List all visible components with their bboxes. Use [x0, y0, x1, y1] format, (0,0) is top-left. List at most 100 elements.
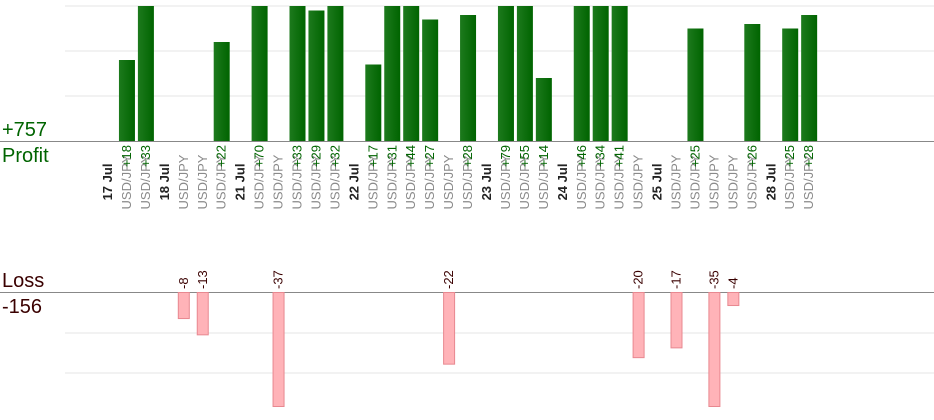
symbol-label: USD/JPY [669, 154, 684, 209]
loss-value-label: -20 [631, 270, 646, 289]
date-label: 22 Jul [346, 164, 361, 201]
profit-bar [289, 6, 306, 141]
loss-bar [670, 292, 683, 349]
profit-bar [118, 60, 135, 141]
symbol-label: USD/JPY [138, 154, 153, 209]
loss-value-label: -17 [669, 270, 684, 289]
profit-bar [308, 10, 325, 141]
symbol-label: USD/JPY [290, 154, 305, 209]
symbol-label: USD/JPY [441, 154, 456, 209]
profit-bar [327, 6, 344, 141]
symbol-label: USD/JPY [536, 154, 551, 209]
symbol-label: USD/JPY [214, 154, 229, 209]
profit-bar [687, 28, 704, 141]
profit-value-label: +25 [782, 145, 797, 167]
profit-value-label: +33 [138, 145, 153, 167]
profit-value-label: +70 [252, 145, 267, 167]
date-label: 25 Jul [650, 164, 665, 201]
profit-value-label: +79 [498, 145, 513, 167]
symbol-label: USD/JPY [195, 154, 210, 209]
symbol-label: USD/JPY [460, 154, 475, 209]
profit-bar [384, 6, 401, 141]
symbol-label: USD/JPY [517, 154, 532, 209]
symbol-label: USD/JPY [176, 154, 191, 209]
symbol-label: USD/JPY [308, 154, 323, 209]
loss-total: -156 [2, 296, 43, 318]
profit-bar [403, 6, 420, 141]
profit-value-label: +32 [327, 145, 342, 167]
profit-value-label: +22 [214, 145, 229, 167]
profit-bar [535, 78, 552, 141]
profit-bar [592, 6, 609, 141]
profit-bar [422, 19, 439, 141]
symbol-label: USD/JPY [593, 154, 608, 209]
loss-value-label: -8 [176, 277, 191, 289]
profit-bar [213, 42, 230, 141]
symbol-label: USD/JPY [365, 154, 380, 209]
loss-value-label: -35 [706, 270, 721, 289]
profit-total: +757 [2, 119, 48, 141]
profit-value-label: +31 [384, 145, 399, 167]
profit-bar [744, 24, 761, 141]
symbol-label: USD/JPY [687, 154, 702, 209]
loss-label: Loss [2, 270, 45, 292]
date-label: 28 Jul [763, 164, 778, 201]
profit-value-label: +18 [119, 145, 134, 167]
profit-value-label: +14 [536, 145, 551, 167]
profit-value-label: +25 [687, 145, 702, 167]
loss-bar [632, 292, 645, 359]
profit-value-label: +55 [517, 145, 532, 167]
loss-value-label: -37 [271, 270, 286, 289]
loss-value-label: -13 [195, 270, 210, 289]
profit-value-label: +28 [460, 145, 475, 167]
symbol-label: USD/JPY [327, 154, 342, 209]
profit-value-label: +28 [801, 145, 816, 167]
profit-bar [782, 28, 799, 141]
loss-bar [196, 292, 209, 336]
symbol-label: USD/JPY [498, 154, 513, 209]
loss-bar [727, 292, 740, 307]
symbol-label: USD/JPY [612, 154, 627, 209]
loss-bar [177, 292, 190, 320]
symbol-label: USD/JPY [801, 154, 816, 209]
loss-value-label: -22 [441, 270, 456, 289]
symbol-label: USD/JPY [631, 154, 646, 209]
date-label: 21 Jul [233, 164, 248, 201]
profit-bar [251, 6, 268, 141]
profit-bar [460, 15, 477, 141]
loss-bar [443, 292, 456, 365]
loss-value-label: -4 [725, 277, 740, 289]
profit-value-label: +33 [290, 145, 305, 167]
profit-value-label: +46 [574, 145, 589, 167]
symbol-label: USD/JPY [422, 154, 437, 209]
symbol-label: USD/JPY [744, 154, 759, 209]
profit-value-label: +41 [612, 145, 627, 167]
date-label: 23 Jul [479, 164, 494, 201]
date-label: 18 Jul [157, 164, 172, 201]
profit-value-label: +34 [593, 145, 608, 167]
symbol-label: USD/JPY [403, 154, 418, 209]
symbol-label: USD/JPY [782, 154, 797, 209]
symbol-label: USD/JPY [119, 154, 134, 209]
profit-bar [801, 15, 818, 141]
profit-value-label: +44 [403, 145, 418, 167]
profit-value-label: +17 [365, 145, 380, 167]
loss-bar [708, 292, 721, 407]
loss-bar [272, 292, 285, 407]
profit-value-label: +26 [744, 145, 759, 167]
symbol-label: USD/JPY [271, 154, 286, 209]
profit-value-label: +27 [422, 145, 437, 167]
profit-label: Profit [2, 145, 49, 167]
profit-value-label: +29 [308, 145, 323, 167]
symbol-label: USD/JPY [384, 154, 399, 209]
profit-bar [516, 6, 533, 141]
symbol-label: USD/JPY [725, 154, 740, 209]
profit-bar [611, 6, 628, 141]
symbol-label: USD/JPY [252, 154, 267, 209]
date-label: 17 Jul [100, 164, 115, 201]
profit-bar [365, 64, 382, 141]
symbol-label: USD/JPY [706, 154, 721, 209]
profit-bar [497, 6, 514, 141]
profit-bar [137, 6, 154, 141]
